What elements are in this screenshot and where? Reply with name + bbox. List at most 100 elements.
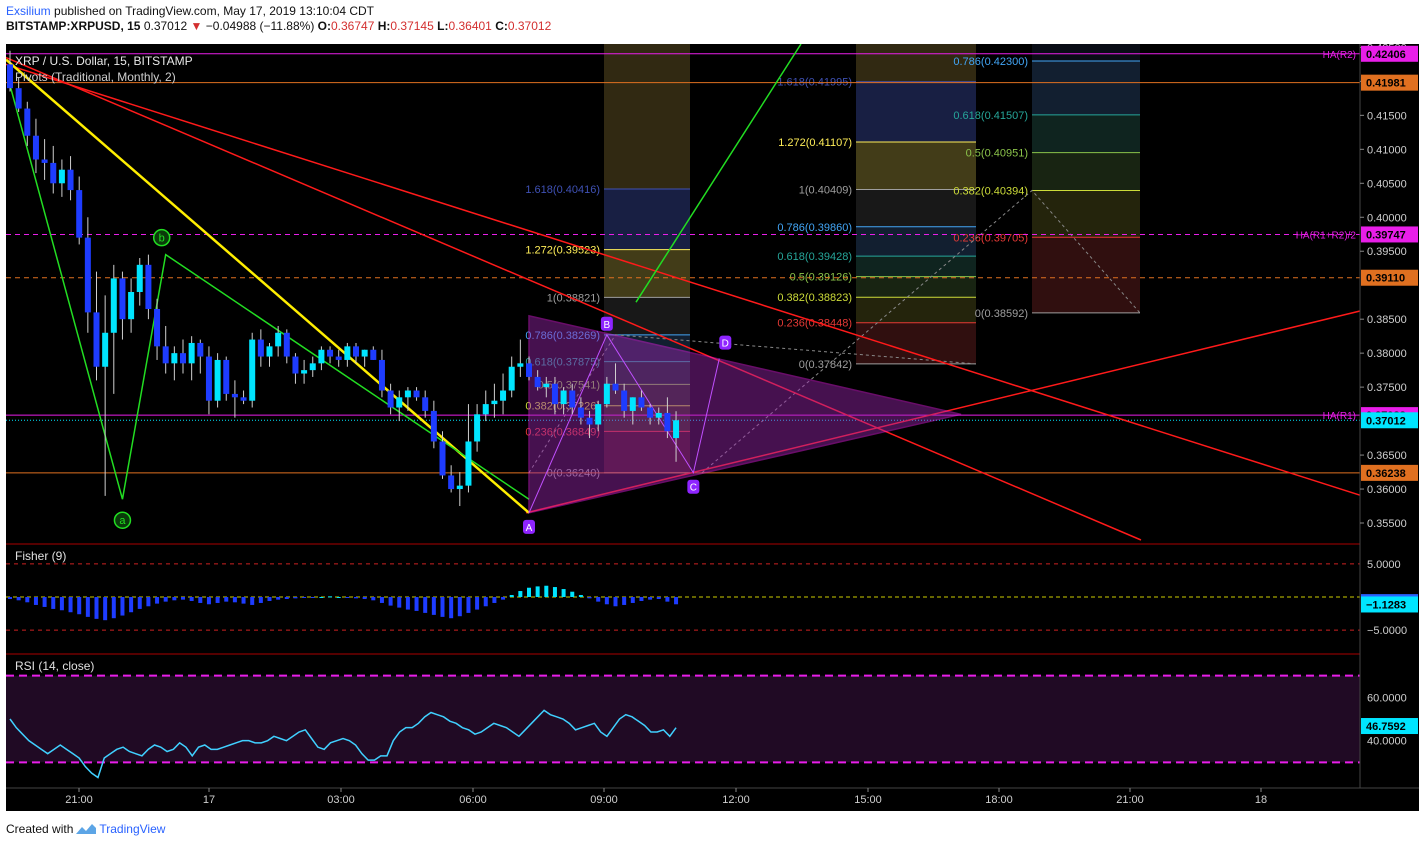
- price-tick-label: 0.39500: [1367, 246, 1407, 258]
- candle-body: [577, 407, 584, 418]
- price-tick-label: 0.37500: [1367, 382, 1407, 394]
- candle-body: [603, 383, 610, 405]
- fib-level-label: 1.272(0.39523): [525, 245, 600, 257]
- candle-body: [128, 292, 135, 320]
- fisher-tag: −1.1283: [1366, 599, 1406, 611]
- candle-body: [396, 397, 403, 408]
- publish-info: published on TradingView.com, May 17, 20…: [54, 4, 374, 18]
- candle-body: [93, 312, 100, 367]
- candle-body: [24, 108, 31, 136]
- fib-zone: [1032, 60, 1140, 115]
- price-tick-label: 0.38000: [1367, 348, 1407, 360]
- time-tick-label: 21:00: [1116, 794, 1144, 806]
- yellow-trendline: [6, 58, 530, 514]
- price-tick-label: 0.38500: [1367, 314, 1407, 326]
- candle-body: [448, 475, 455, 490]
- fisher-title: Fisher (9): [15, 549, 66, 563]
- fisher-bar: [232, 597, 237, 603]
- candle-body: [560, 390, 567, 405]
- fisher-bar: [354, 597, 358, 599]
- fisher-bar: [405, 597, 410, 610]
- red-support-line: [525, 310, 1361, 514]
- candle-body: [335, 356, 342, 360]
- chart-canvas[interactable]: 1.618(0.40416)1.272(0.39523)1(0.38821)0.…: [6, 44, 1419, 811]
- rsi-tag: 46.7592: [1366, 721, 1406, 733]
- fisher-bar: [189, 597, 194, 601]
- candle-body: [154, 308, 161, 347]
- chart-header: Exsilium published on TradingView.com, M…: [6, 4, 551, 34]
- fisher-bar: [561, 589, 566, 597]
- price-axis: 0.425000.420000.415000.410000.405000.400…: [1359, 44, 1419, 788]
- price-tick-label: 0.40000: [1367, 212, 1407, 224]
- fib-level-label: 1.272(0.41107): [778, 137, 852, 149]
- tradingview-brand[interactable]: TradingView: [99, 822, 166, 836]
- fisher-bar: [111, 597, 116, 619]
- rsi-tick-label: 40.0000: [1367, 736, 1407, 748]
- candle-body: [283, 332, 290, 357]
- candle-body: [41, 159, 48, 163]
- fisher-bar: [648, 597, 653, 600]
- fib-zone: [1032, 190, 1140, 238]
- price-tick-label: 0.40500: [1367, 178, 1407, 190]
- candle-body: [249, 339, 256, 401]
- candle-body: [638, 397, 645, 408]
- candle-body: [15, 88, 22, 109]
- fib-level-label: 0.786(0.42300): [953, 56, 1028, 68]
- candle-body: [439, 441, 446, 476]
- candle-body: [404, 390, 411, 398]
- fisher-bar: [51, 597, 56, 609]
- candle-body: [465, 441, 472, 486]
- candle-body: [188, 342, 195, 364]
- fisher-bar: [613, 597, 618, 607]
- candle-body: [275, 332, 282, 347]
- fisher-bar: [509, 595, 514, 597]
- candle-body: [7, 64, 13, 89]
- price-tag: 0.42406: [1366, 49, 1406, 61]
- candle-body: [309, 363, 316, 371]
- candle-body: [474, 414, 481, 442]
- fisher-bar: [276, 597, 281, 600]
- fisher-bar: [518, 591, 523, 597]
- price-tag: 0.39110: [1366, 273, 1405, 285]
- fib-zone: [856, 256, 976, 277]
- green-wave-line: [7, 77, 530, 500]
- fib-zone: [604, 188, 690, 250]
- candle-body: [136, 264, 143, 292]
- fib-zone: [1032, 114, 1140, 153]
- fisher-bar: [198, 597, 203, 603]
- fib-level-label: 0.786(0.38269): [525, 330, 600, 342]
- fisher-bar: [215, 597, 220, 603]
- fisher-tick-label: −5.0000: [1367, 625, 1407, 637]
- candle-body: [526, 363, 532, 377]
- candle-body: [301, 370, 308, 374]
- time-tick-label: 15:00: [854, 794, 882, 806]
- drawing-layer: HA(R2) HA(R1+R2)/2 HA(R1): [6, 44, 1361, 541]
- price-tag: 0.41981: [1366, 78, 1406, 90]
- fisher-bar: [639, 597, 644, 601]
- triangle-pattern: [528, 314, 962, 514]
- rsi-line: [9, 709, 677, 779]
- author-link[interactable]: Exsilium: [6, 4, 51, 18]
- fib-level-label: 0(0.36240): [547, 468, 600, 480]
- close-label: C:: [495, 19, 508, 33]
- fisher-bar: [59, 597, 64, 611]
- fisher-bar: [85, 597, 90, 617]
- candle-body: [482, 404, 489, 415]
- high-label: H:: [377, 19, 391, 33]
- wave-point-badge: [152, 228, 171, 247]
- fib-level-label: 0.382(0.38823): [777, 292, 852, 304]
- fisher-bar: [483, 597, 488, 607]
- candle-body: [647, 407, 654, 418]
- fisher-bar: [596, 597, 601, 602]
- fisher-bar: [552, 587, 557, 597]
- fib-guide-line: [528, 334, 977, 473]
- fisher-bar: [440, 597, 445, 617]
- publish-line: Exsilium published on TradingView.com, M…: [6, 4, 551, 19]
- created-with-label: Created with: [6, 822, 74, 836]
- price-tag-box: [1361, 269, 1418, 286]
- candle-body: [595, 404, 602, 425]
- fib-zone: [604, 297, 690, 335]
- candle-body: [413, 390, 420, 398]
- fisher-bar: [146, 597, 151, 607]
- candle-body: [664, 412, 671, 432]
